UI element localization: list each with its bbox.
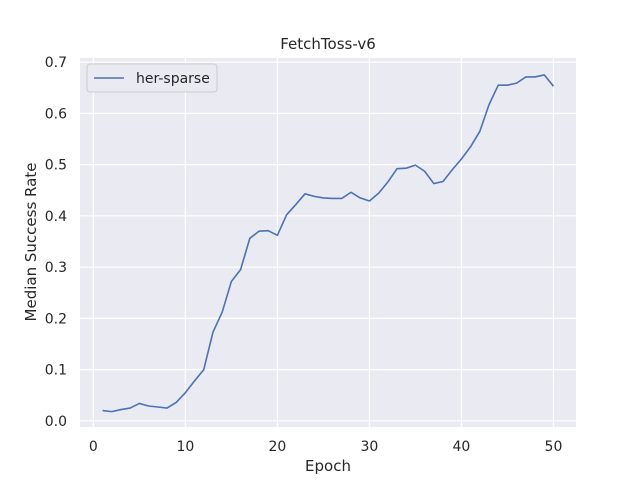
x-tick-label: 0 xyxy=(89,439,98,455)
x-tick-label: 50 xyxy=(545,439,563,455)
grid-lines xyxy=(80,58,576,427)
y-tick-label: 0.2 xyxy=(45,311,67,327)
x-tick-label: 10 xyxy=(176,439,194,455)
plot-area xyxy=(80,58,576,427)
x-tick-label: 30 xyxy=(360,439,378,455)
legend-box xyxy=(86,63,218,93)
y-axis-ticks: 0.0 0.1 0.2 0.3 0.4 0.5 0.6 0.7 xyxy=(45,55,67,430)
y-tick-label: 0.7 xyxy=(45,55,67,71)
x-tick-label: 20 xyxy=(268,439,286,455)
y-axis-title: Median Success Rate xyxy=(22,163,40,322)
legend: her-sparse xyxy=(86,63,218,93)
y-tick-label: 0.1 xyxy=(45,363,67,379)
series-layer xyxy=(102,74,555,413)
legend-label: her-sparse xyxy=(136,71,210,87)
y-tick-label: 0.4 xyxy=(45,209,67,225)
x-axis-title: Epoch xyxy=(305,457,351,475)
x-tick-label: 40 xyxy=(453,439,471,455)
y-tick-label: 0.6 xyxy=(45,106,67,122)
y-tick-label: 0.0 xyxy=(45,414,67,430)
series-line xyxy=(102,74,555,413)
chart-title: FetchToss-v6 xyxy=(280,35,376,53)
y-tick-label: 0.3 xyxy=(45,260,67,276)
y-tick-label: 0.5 xyxy=(45,158,67,174)
x-axis-ticks: 0 10 20 30 40 50 xyxy=(89,439,562,455)
